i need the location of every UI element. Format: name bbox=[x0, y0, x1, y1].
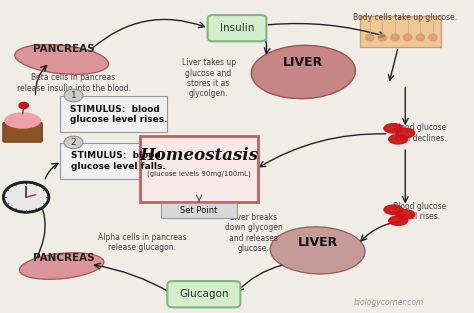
Circle shape bbox=[64, 89, 83, 102]
Ellipse shape bbox=[396, 210, 415, 219]
Text: Beta cells in pancreas
release insulin into the blood.: Beta cells in pancreas release insulin i… bbox=[17, 73, 130, 93]
Ellipse shape bbox=[5, 113, 41, 128]
Text: 2: 2 bbox=[71, 138, 76, 147]
Text: Blood glucose
level rises.: Blood glucose level rises. bbox=[393, 202, 446, 221]
Text: (glucose levels 90mg/100mL): (glucose levels 90mg/100mL) bbox=[147, 171, 251, 177]
FancyBboxPatch shape bbox=[140, 136, 258, 202]
Ellipse shape bbox=[389, 135, 408, 144]
Ellipse shape bbox=[384, 205, 403, 214]
Text: Insulin: Insulin bbox=[220, 23, 254, 33]
Text: STIMULUS:  blood
glucose level falls.: STIMULUS: blood glucose level falls. bbox=[71, 151, 166, 171]
Circle shape bbox=[64, 136, 83, 149]
Text: Alpha cells in pancreas
release glucagon.: Alpha cells in pancreas release glucagon… bbox=[98, 233, 187, 252]
FancyBboxPatch shape bbox=[208, 15, 266, 41]
FancyBboxPatch shape bbox=[360, 16, 441, 47]
FancyBboxPatch shape bbox=[161, 203, 237, 218]
FancyBboxPatch shape bbox=[60, 96, 167, 132]
Ellipse shape bbox=[416, 34, 425, 41]
Ellipse shape bbox=[389, 216, 408, 225]
Text: LIVER: LIVER bbox=[283, 56, 324, 69]
Text: Blood glucose
level declines.: Blood glucose level declines. bbox=[392, 123, 447, 143]
Ellipse shape bbox=[384, 124, 403, 133]
Ellipse shape bbox=[428, 34, 437, 41]
Ellipse shape bbox=[378, 34, 387, 41]
Text: STIMULUS:  blood
glucose level rises.: STIMULUS: blood glucose level rises. bbox=[70, 105, 167, 124]
Ellipse shape bbox=[396, 128, 415, 138]
Ellipse shape bbox=[391, 34, 399, 41]
Ellipse shape bbox=[365, 34, 374, 41]
FancyBboxPatch shape bbox=[3, 122, 42, 142]
Text: 1: 1 bbox=[71, 91, 76, 100]
Text: PANCREAS: PANCREAS bbox=[33, 253, 95, 263]
Ellipse shape bbox=[270, 227, 365, 274]
Text: LIVER: LIVER bbox=[298, 236, 338, 249]
Ellipse shape bbox=[15, 44, 109, 74]
Ellipse shape bbox=[251, 45, 356, 99]
Circle shape bbox=[19, 102, 28, 109]
Text: Body cells take up glucose.: Body cells take up glucose. bbox=[353, 13, 457, 22]
FancyBboxPatch shape bbox=[167, 281, 240, 307]
Ellipse shape bbox=[19, 253, 104, 279]
Text: Homeostasis: Homeostasis bbox=[139, 147, 259, 164]
Text: Set Point: Set Point bbox=[181, 207, 218, 215]
Text: biologycorner.com: biologycorner.com bbox=[354, 298, 424, 307]
Ellipse shape bbox=[403, 34, 412, 41]
Text: Glucagon: Glucagon bbox=[179, 289, 228, 299]
Circle shape bbox=[3, 182, 49, 212]
FancyBboxPatch shape bbox=[60, 143, 167, 179]
Text: Liver takes up
glucose and
stores it as
glycolgen.: Liver takes up glucose and stores it as … bbox=[182, 58, 236, 98]
Text: PANCREAS: PANCREAS bbox=[33, 44, 95, 54]
Text: Liver breaks
down glycogen
and releases
glucose.: Liver breaks down glycogen and releases … bbox=[225, 213, 283, 253]
